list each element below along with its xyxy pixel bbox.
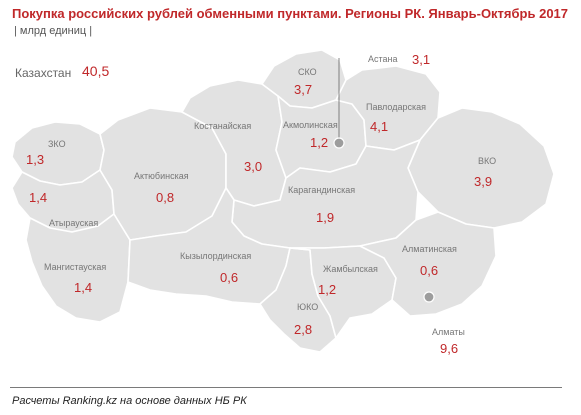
almaty-obl-name: Алматинская: [402, 244, 457, 254]
aktobe-name: Актюбинская: [134, 171, 189, 181]
akmola-name: Акмолинская: [283, 120, 338, 130]
akmola-value: 1,2: [310, 135, 328, 150]
vko-value: 3,9: [474, 174, 492, 189]
region-almaty-obl: [359, 211, 497, 317]
karaganda-value: 1,9: [316, 210, 334, 225]
kostanay-value: 3,0: [244, 159, 262, 174]
source-footnote: Расчеты Ranking.kz на основе данных НБ Р…: [12, 395, 247, 407]
almaty-marker: [423, 291, 435, 303]
zhambyl-name: Жамбылская: [323, 264, 378, 274]
pavlodar-value: 4,1: [370, 119, 388, 134]
chart-title: Покупка российских рублей обменными пунк…: [12, 6, 569, 21]
atyrau-value: 1,4: [29, 190, 47, 205]
yuko-value: 2,8: [294, 322, 312, 337]
almaty-name: Алматы: [432, 327, 465, 337]
atyrau-name: Атырауская: [49, 218, 98, 228]
kyzylorda-value: 0,6: [220, 270, 238, 285]
astana-marker: [333, 137, 345, 149]
kostanay-name: Костанайская: [194, 121, 251, 131]
kyzylorda-name: Кызылординская: [180, 251, 251, 261]
mangistau-name: Мангистауская: [44, 262, 106, 272]
sko-value: 3,7: [294, 82, 312, 97]
region-vko: [407, 107, 555, 229]
zko-name: ЗКО: [48, 139, 66, 149]
vko-name: ВКО: [478, 156, 496, 166]
karaganda-name: Карагандинская: [288, 185, 355, 195]
aktobe-value: 0,8: [156, 190, 174, 205]
footnote-divider: [10, 387, 562, 388]
zko-value: 1,3: [26, 152, 44, 167]
almaty-obl-value: 0,6: [420, 263, 438, 278]
total-value: 40,5: [82, 63, 110, 79]
almaty-value: 9,6: [440, 341, 458, 356]
zhambyl-value: 1,2: [318, 282, 336, 297]
sko-name: СКО: [298, 67, 317, 77]
region-mangistau: [25, 213, 131, 323]
astana-value: 3,1: [412, 52, 430, 67]
astana-name: Астана: [368, 54, 398, 64]
total-label: Казахстан: [15, 66, 72, 80]
pavlodar-name: Павлодарская: [366, 102, 426, 112]
unit-label: | млрд единиц |: [14, 25, 93, 37]
yuko-name: ЮКО: [297, 302, 318, 312]
mangistau-value: 1,4: [74, 280, 92, 295]
